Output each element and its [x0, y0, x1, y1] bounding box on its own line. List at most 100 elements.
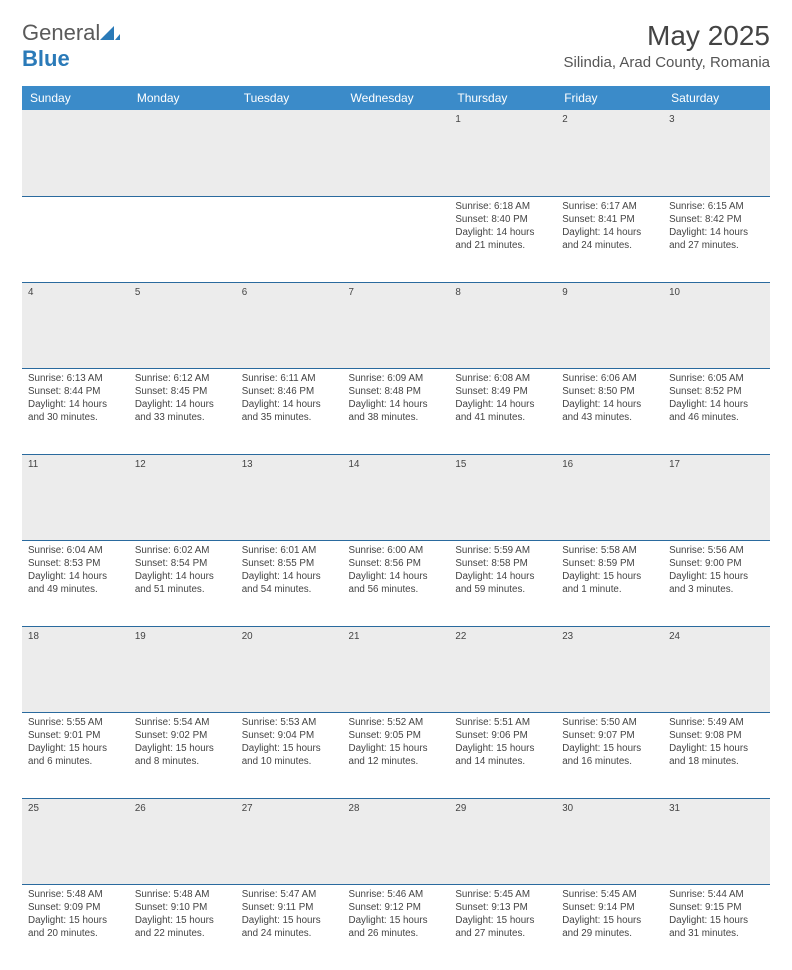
day-cell [236, 196, 343, 282]
sunset-text: Sunset: 8:42 PM [669, 213, 764, 226]
day-cell: Sunrise: 5:48 AMSunset: 9:09 PMDaylight:… [22, 884, 129, 970]
sunset-text: Sunset: 8:45 PM [135, 385, 230, 398]
sunrise-text: Sunrise: 6:09 AM [349, 372, 444, 385]
day-number [343, 110, 450, 196]
day-cell: Sunrise: 5:51 AMSunset: 9:06 PMDaylight:… [449, 712, 556, 798]
day-cell: Sunrise: 5:56 AMSunset: 9:00 PMDaylight:… [663, 540, 770, 626]
daylight-text: Daylight: 15 hours and 10 minutes. [242, 742, 337, 768]
day-cell: Sunrise: 6:12 AMSunset: 8:45 PMDaylight:… [129, 368, 236, 454]
sunrise-text: Sunrise: 6:18 AM [455, 200, 550, 213]
day-number [129, 110, 236, 196]
daylight-text: Daylight: 15 hours and 12 minutes. [349, 742, 444, 768]
sunrise-text: Sunrise: 5:55 AM [28, 716, 123, 729]
daylight-text: Daylight: 14 hours and 30 minutes. [28, 398, 123, 424]
sunset-text: Sunset: 9:15 PM [669, 901, 764, 914]
sunset-text: Sunset: 8:54 PM [135, 557, 230, 570]
day-cell: Sunrise: 5:47 AMSunset: 9:11 PMDaylight:… [236, 884, 343, 970]
day-number: 26 [129, 798, 236, 884]
logo-word-general: General [22, 20, 100, 45]
day-number: 31 [663, 798, 770, 884]
day-header: Friday [556, 86, 663, 110]
day-number-row: 45678910 [22, 282, 770, 368]
sunset-text: Sunset: 9:04 PM [242, 729, 337, 742]
daylight-text: Daylight: 15 hours and 31 minutes. [669, 914, 764, 940]
sunrise-text: Sunrise: 6:02 AM [135, 544, 230, 557]
day-cell: Sunrise: 6:01 AMSunset: 8:55 PMDaylight:… [236, 540, 343, 626]
day-number: 17 [663, 454, 770, 540]
sunrise-text: Sunrise: 5:54 AM [135, 716, 230, 729]
day-number-row: 25262728293031 [22, 798, 770, 884]
logo-word-blue: Blue [22, 46, 70, 71]
day-cell: Sunrise: 6:17 AMSunset: 8:41 PMDaylight:… [556, 196, 663, 282]
sunrise-text: Sunrise: 5:44 AM [669, 888, 764, 901]
sunset-text: Sunset: 9:09 PM [28, 901, 123, 914]
day-cell: Sunrise: 5:53 AMSunset: 9:04 PMDaylight:… [236, 712, 343, 798]
day-number: 8 [449, 282, 556, 368]
day-number: 13 [236, 454, 343, 540]
sunrise-text: Sunrise: 5:56 AM [669, 544, 764, 557]
daylight-text: Daylight: 15 hours and 16 minutes. [562, 742, 657, 768]
sunset-text: Sunset: 8:52 PM [669, 385, 764, 398]
day-number: 18 [22, 626, 129, 712]
day-number: 15 [449, 454, 556, 540]
sunset-text: Sunset: 8:50 PM [562, 385, 657, 398]
daylight-text: Daylight: 14 hours and 56 minutes. [349, 570, 444, 596]
sunset-text: Sunset: 9:08 PM [669, 729, 764, 742]
day-cell [22, 196, 129, 282]
sunset-text: Sunset: 9:05 PM [349, 729, 444, 742]
day-cell: Sunrise: 6:02 AMSunset: 8:54 PMDaylight:… [129, 540, 236, 626]
day-cell: Sunrise: 5:59 AMSunset: 8:58 PMDaylight:… [449, 540, 556, 626]
day-number: 10 [663, 282, 770, 368]
calendar-table: SundayMondayTuesdayWednesdayThursdayFrid… [22, 86, 770, 970]
sunset-text: Sunset: 9:00 PM [669, 557, 764, 570]
day-number [236, 110, 343, 196]
sunrise-text: Sunrise: 6:04 AM [28, 544, 123, 557]
day-number: 23 [556, 626, 663, 712]
sunset-text: Sunset: 8:40 PM [455, 213, 550, 226]
day-number: 5 [129, 282, 236, 368]
day-number: 12 [129, 454, 236, 540]
day-cell: Sunrise: 5:52 AMSunset: 9:05 PMDaylight:… [343, 712, 450, 798]
sunset-text: Sunset: 8:48 PM [349, 385, 444, 398]
day-number: 3 [663, 110, 770, 196]
calendar-header-row: SundayMondayTuesdayWednesdayThursdayFrid… [22, 86, 770, 110]
sunset-text: Sunset: 8:53 PM [28, 557, 123, 570]
sunset-text: Sunset: 9:12 PM [349, 901, 444, 914]
sunrise-text: Sunrise: 5:59 AM [455, 544, 550, 557]
sunrise-text: Sunrise: 6:12 AM [135, 372, 230, 385]
header: General Blue May 2025 Silindia, Arad Cou… [22, 20, 770, 72]
sunrise-text: Sunrise: 5:48 AM [28, 888, 123, 901]
sunrise-text: Sunrise: 5:45 AM [455, 888, 550, 901]
day-number: 19 [129, 626, 236, 712]
day-number: 21 [343, 626, 450, 712]
day-number: 28 [343, 798, 450, 884]
day-cell: Sunrise: 5:54 AMSunset: 9:02 PMDaylight:… [129, 712, 236, 798]
sunrise-text: Sunrise: 5:47 AM [242, 888, 337, 901]
logo: General Blue [22, 20, 120, 72]
sunrise-text: Sunrise: 6:08 AM [455, 372, 550, 385]
sunset-text: Sunset: 9:02 PM [135, 729, 230, 742]
sunset-text: Sunset: 8:49 PM [455, 385, 550, 398]
day-header: Saturday [663, 86, 770, 110]
day-cell: Sunrise: 5:49 AMSunset: 9:08 PMDaylight:… [663, 712, 770, 798]
sunset-text: Sunset: 8:59 PM [562, 557, 657, 570]
day-detail-row: Sunrise: 5:48 AMSunset: 9:09 PMDaylight:… [22, 884, 770, 970]
sunset-text: Sunset: 8:44 PM [28, 385, 123, 398]
sunrise-text: Sunrise: 6:15 AM [669, 200, 764, 213]
day-header: Wednesday [343, 86, 450, 110]
sunset-text: Sunset: 9:06 PM [455, 729, 550, 742]
day-cell: Sunrise: 6:04 AMSunset: 8:53 PMDaylight:… [22, 540, 129, 626]
title-block: May 2025 Silindia, Arad County, Romania [564, 20, 771, 71]
day-number: 30 [556, 798, 663, 884]
daylight-text: Daylight: 14 hours and 59 minutes. [455, 570, 550, 596]
day-detail-row: Sunrise: 6:13 AMSunset: 8:44 PMDaylight:… [22, 368, 770, 454]
sunrise-text: Sunrise: 5:53 AM [242, 716, 337, 729]
sunset-text: Sunset: 9:01 PM [28, 729, 123, 742]
daylight-text: Daylight: 14 hours and 41 minutes. [455, 398, 550, 424]
month-title: May 2025 [564, 20, 771, 52]
sunset-text: Sunset: 9:07 PM [562, 729, 657, 742]
daylight-text: Daylight: 15 hours and 20 minutes. [28, 914, 123, 940]
daylight-text: Daylight: 15 hours and 24 minutes. [242, 914, 337, 940]
daylight-text: Daylight: 15 hours and 14 minutes. [455, 742, 550, 768]
sunrise-text: Sunrise: 6:00 AM [349, 544, 444, 557]
